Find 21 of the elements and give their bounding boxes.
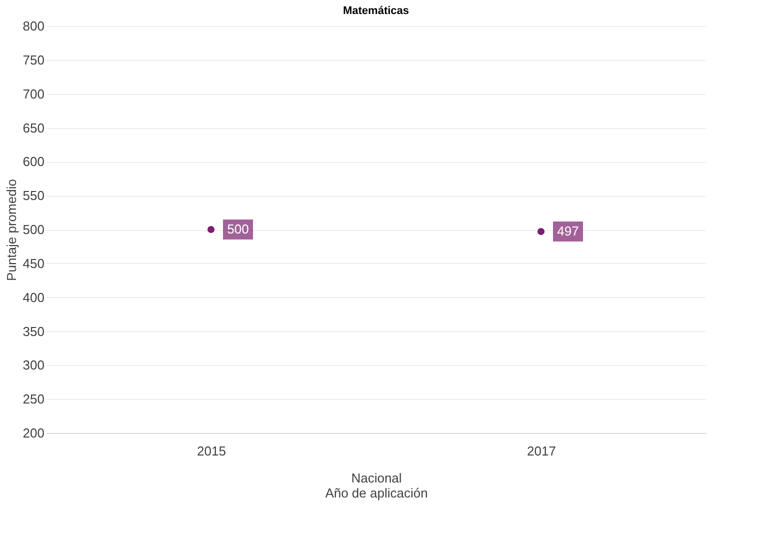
text: Nacional — [351, 470, 402, 486]
y-tick-label: 250 — [22, 392, 44, 407]
y-tick-label: 650 — [22, 120, 44, 136]
data-label: 500 — [227, 222, 249, 236]
data-label: 497 — [557, 224, 579, 239]
y-tick-label: 200 — [22, 426, 44, 440]
y-axis-title: Puntaje promedio — [4, 179, 19, 281]
y-tick-label: 350 — [22, 324, 44, 339]
y-tick-label: 750 — [22, 52, 44, 68]
x-axis-title: Año de aplicación — [325, 486, 428, 500]
y-tick-label: 300 — [22, 358, 44, 373]
y-tick-label: 550 — [22, 188, 44, 204]
chart-title: Matemáticas — [342, 5, 410, 17]
y-tick-label: 450 — [22, 256, 44, 271]
x-tick-label: 2015 — [197, 444, 226, 458]
y-tick-label: 800 — [22, 18, 44, 34]
y-tick-label: 500 — [22, 222, 44, 237]
y-tick-label: 600 — [22, 154, 44, 170]
y-tick-label: 700 — [22, 86, 44, 102]
y-tick-label: 400 — [22, 290, 44, 305]
x-tick-label: 2017 — [527, 444, 556, 458]
